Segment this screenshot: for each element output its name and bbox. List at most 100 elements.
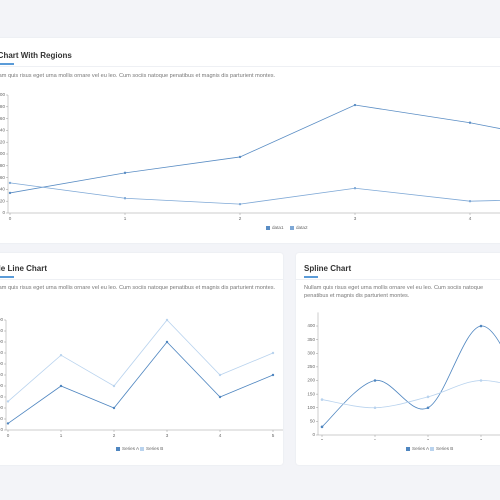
y-tick-label: 250 xyxy=(0,372,3,377)
point xyxy=(112,384,116,388)
series-line xyxy=(9,182,500,205)
point xyxy=(6,422,10,425)
card-description: Nullam quis risus eget urna mollis ornar… xyxy=(304,285,484,299)
legend-label: Series B xyxy=(146,446,163,451)
point xyxy=(59,384,63,388)
y-tick-label: 200 xyxy=(307,378,315,383)
point xyxy=(165,318,169,322)
y-tick-label: 50 xyxy=(0,416,3,421)
x-tick-label: 1 xyxy=(124,216,127,221)
point xyxy=(353,103,357,107)
point xyxy=(479,379,483,382)
y-tick-label: 0 xyxy=(312,432,315,437)
point xyxy=(320,425,324,429)
point xyxy=(373,379,377,382)
y-tick-label: 180 xyxy=(0,104,5,109)
card xyxy=(0,38,500,243)
y-tick-label: 250 xyxy=(307,364,315,369)
x-tick-label: 1 xyxy=(374,438,377,443)
point xyxy=(271,351,275,355)
legend-label: data1 xyxy=(272,225,284,230)
card xyxy=(0,253,283,465)
point xyxy=(6,400,10,403)
title-accent xyxy=(0,276,14,278)
card-description: Nullam quis risus eget urna mollis ornar… xyxy=(0,285,276,291)
point xyxy=(8,181,12,185)
point xyxy=(479,324,483,328)
series-line xyxy=(321,325,500,428)
point xyxy=(320,398,324,401)
plot: 0 50 100 150 200 250 300 350 400 0 1 2 3 xyxy=(307,312,500,443)
x-tick-label: 3 xyxy=(166,433,169,438)
y-tick-label: 160 xyxy=(0,116,5,121)
y-tick-label: 450 xyxy=(0,328,3,333)
legend-swatch xyxy=(266,226,270,230)
point xyxy=(373,406,377,410)
title-accent xyxy=(304,276,318,278)
title-accent xyxy=(0,63,14,65)
separator xyxy=(0,66,500,67)
y-tick-label: 80 xyxy=(0,163,5,168)
separator xyxy=(296,279,500,280)
y-tick-label: 200 xyxy=(0,92,5,97)
y-tick-label: 150 xyxy=(307,391,315,396)
y-tick-label: 40 xyxy=(0,187,5,192)
y-tick-label: 350 xyxy=(307,337,315,342)
y-tick-label: 200 xyxy=(0,383,3,388)
y-tick-label: 100 xyxy=(0,151,5,156)
x-tick-label: 3 xyxy=(354,216,357,221)
series-line xyxy=(7,341,274,424)
legend-label: data2 xyxy=(296,225,308,230)
legend-swatch xyxy=(430,447,434,451)
point xyxy=(59,354,63,357)
point xyxy=(468,200,472,203)
y-tick-label: 400 xyxy=(307,323,315,328)
y-tick-label: 500 xyxy=(0,317,3,322)
x-tick-label: 4 xyxy=(219,433,222,438)
x-tick-label: 0 xyxy=(321,438,324,443)
point xyxy=(353,187,357,190)
series-line xyxy=(9,104,500,194)
point xyxy=(112,406,116,410)
point xyxy=(468,121,472,124)
x-tick-label: 0 xyxy=(7,433,10,438)
y-tick-label: 60 xyxy=(0,175,5,180)
x-tick-label: 2 xyxy=(113,433,116,438)
y-tick-label: 100 xyxy=(0,405,3,410)
y-tick-label: 120 xyxy=(0,139,5,144)
plot: 0 50 100 150 200 250 300 350 400 450 500 0 1 2 3 4 5 xyxy=(0,317,283,438)
y-tick-label: 0 xyxy=(2,210,5,215)
x-tick-label: 1 xyxy=(60,433,63,438)
card xyxy=(296,253,500,465)
y-tick-label: 50 xyxy=(310,419,316,424)
card-description: Nullam quis risus eget urna mollis ornar… xyxy=(0,73,276,79)
legend-swatch xyxy=(140,447,144,451)
x-tick-label: 2 xyxy=(427,438,430,443)
point xyxy=(123,171,127,175)
point xyxy=(218,395,222,399)
y-tick-label: 100 xyxy=(307,405,315,410)
x-tick-label: 2 xyxy=(239,216,242,221)
separator xyxy=(0,279,283,280)
point xyxy=(271,373,275,377)
y-tick-label: 300 xyxy=(307,350,315,355)
point xyxy=(123,197,127,200)
y-tick-label: 400 xyxy=(0,339,3,344)
y-tick-label: 150 xyxy=(0,394,3,399)
point xyxy=(218,373,222,377)
y-tick-label: 20 xyxy=(0,198,5,203)
x-tick-label: 0 xyxy=(9,216,12,221)
y-tick-label: 350 xyxy=(0,350,3,355)
point xyxy=(8,191,12,195)
series-line xyxy=(321,380,500,409)
legend-swatch xyxy=(116,447,120,451)
card-title: Simple Line Chart xyxy=(0,264,48,273)
series-line xyxy=(7,319,274,402)
point xyxy=(426,406,430,410)
x-tick-label: 4 xyxy=(469,216,472,221)
plot: 0 20 40 60 80 100 120 140 160 180 200 0 1 2 3 4 xyxy=(0,92,500,221)
y-tick-label: 140 xyxy=(0,128,5,133)
x-tick-label: 3 xyxy=(480,438,483,443)
